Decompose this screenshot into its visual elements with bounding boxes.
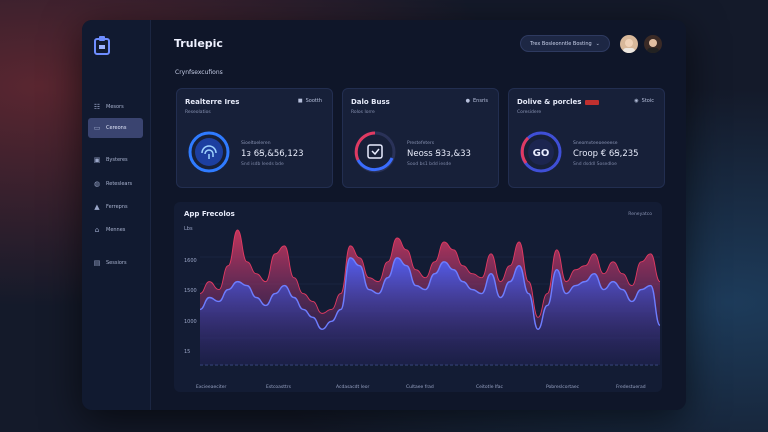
metric-card[interactable]: Dolive & porcles Coresidere ◉ Stoic GO S… bbox=[508, 88, 665, 188]
grid-icon: ☷ bbox=[93, 103, 101, 111]
folder-icon: ▭ bbox=[93, 124, 101, 132]
avatar[interactable] bbox=[620, 35, 638, 53]
value-label: Sneomvteeoeeeese bbox=[573, 141, 618, 146]
page-title: Trulepic bbox=[174, 37, 223, 50]
chevron-down-icon: ⌄ bbox=[595, 40, 600, 47]
y-tick-label: 1500 bbox=[184, 288, 197, 294]
main-area: Trulepic Crynfsexcufions Trex Bosleonntl… bbox=[150, 20, 686, 410]
shield-icon bbox=[354, 131, 396, 173]
user-avatar-icon bbox=[620, 35, 638, 53]
gauge-icon: GO bbox=[520, 131, 562, 173]
sidebar: ☷ Mesors ▭ Cereons ▣ Bysteres ◍ Reteslea… bbox=[82, 20, 151, 410]
svg-text:GO: GO bbox=[533, 148, 550, 159]
avatar[interactable] bbox=[644, 35, 662, 53]
home-icon: ⌂ bbox=[94, 226, 100, 234]
x-tick-label: Pobreslcortaec bbox=[546, 385, 580, 390]
sidebar-item-ferrepns[interactable]: ▲ Ferrepns bbox=[88, 198, 143, 216]
filter-select-label: Trex Bosleonntle Bosting bbox=[530, 40, 592, 47]
card-value: Neoss Ꞩ3ᴈ,&33 bbox=[407, 149, 471, 159]
card-title: Dalo Buss bbox=[351, 98, 390, 106]
y-tick-label: Lbs bbox=[184, 226, 193, 232]
sidebar-item-label: Reteslears bbox=[106, 181, 133, 187]
card-value: 1ᴈ 6Ꞩ,&56,123 bbox=[241, 149, 304, 159]
sidebar-item-label: Ferrepns bbox=[106, 204, 128, 210]
sidebar-item-sessiors[interactable]: ▤ Sessiors bbox=[88, 254, 143, 272]
chart-panel: App Frecolos Reneyatco Lbs 1600 1500 100… bbox=[174, 202, 662, 392]
x-tick-label: Cultaee frad bbox=[406, 385, 434, 390]
chart-legend: Reneyatco bbox=[628, 212, 652, 217]
x-tick-label: Ceitotle Ifac bbox=[476, 385, 504, 390]
clock-icon: ◉ bbox=[634, 98, 639, 104]
layers-icon: ▤ bbox=[93, 259, 101, 267]
app-window: ☷ Mesors ▭ Cereons ▣ Bysteres ◍ Reteslea… bbox=[82, 20, 686, 410]
y-tick-label: 1000 bbox=[184, 319, 197, 325]
card-badge: ● Ensris bbox=[466, 98, 488, 104]
card-badge-label: Sootth bbox=[305, 98, 322, 104]
globe-icon: ◍ bbox=[93, 180, 101, 188]
sidebar-item-mesors[interactable]: ☷ Mesors bbox=[88, 98, 143, 116]
x-tick-label: Acdasacdt leor bbox=[336, 385, 370, 390]
x-tick-label: Excieeaeciter bbox=[196, 385, 227, 390]
sidebar-item-reteslears[interactable]: ◍ Reteslears bbox=[88, 175, 143, 193]
metric-card[interactable]: Realterre Ires Reseolatios ■ Sootth Sioe… bbox=[176, 88, 333, 188]
chart-title: App Frecolos bbox=[184, 210, 235, 218]
card-subtitle: Rolos lorre bbox=[351, 110, 375, 115]
sidebar-item-label: Sessiors bbox=[106, 260, 127, 266]
alert-icon: ▲ bbox=[94, 203, 100, 211]
sidebar-item-bysteres[interactable]: ▣ Bysteres bbox=[88, 151, 143, 169]
value-label: Prestefeters bbox=[407, 141, 435, 146]
chat-icon: ● bbox=[465, 98, 471, 104]
value-subtext: Snd dsddl Sosedloe bbox=[573, 162, 617, 167]
area-chart[interactable] bbox=[200, 220, 660, 380]
card-badge: ◉ Stoic bbox=[634, 98, 654, 104]
sidebar-item-label: Mesors bbox=[106, 104, 124, 110]
card-value: Croop € 6Ꞩ,235 bbox=[573, 149, 639, 159]
app-logo-icon[interactable] bbox=[92, 34, 112, 56]
card-title: Realterre Ires bbox=[185, 98, 240, 106]
card-title-text: Dolive & porcles bbox=[517, 98, 582, 106]
user-avatar-icon bbox=[644, 35, 662, 53]
card-badge-label: Stoic bbox=[641, 98, 654, 104]
y-tick-label: 15 bbox=[184, 349, 191, 355]
sidebar-item-label: Cereons bbox=[106, 125, 127, 131]
metric-card[interactable]: Dalo Buss Rolos lorre ● Ensris Prestefet… bbox=[342, 88, 499, 188]
value-label: Sioeltoeleren bbox=[241, 141, 271, 146]
series-area-1 bbox=[200, 257, 660, 365]
series-line-0[interactable] bbox=[200, 229, 660, 318]
value-subtext: Snd isdb Ieeds bde bbox=[241, 162, 284, 167]
sidebar-item-label: Mennes bbox=[106, 227, 126, 233]
filter-select[interactable]: Trex Bosleonntle Bosting ⌄ bbox=[520, 35, 610, 52]
x-tick-label: Fredestuerad bbox=[616, 385, 646, 390]
card-badge-label: Ensris bbox=[473, 98, 488, 104]
sidebar-item-label: Bysteres bbox=[106, 157, 128, 163]
sidebar-item-cereons[interactable]: ▭ Cereons bbox=[88, 118, 143, 138]
fingerprint-icon bbox=[188, 131, 230, 173]
card-title: Dolive & porcles bbox=[517, 98, 600, 106]
status-flag-icon bbox=[585, 99, 600, 105]
card-subtitle: Coresidere bbox=[517, 110, 542, 115]
x-tick-label: Estcoasttrs bbox=[266, 385, 292, 390]
monitor-icon: ▣ bbox=[93, 156, 101, 164]
value-subtext: Sood bs1 bdd iesde bbox=[407, 162, 452, 167]
section-subtitle: Crynfsexcufions bbox=[175, 69, 223, 76]
card-subtitle: Reseolatios bbox=[185, 110, 211, 115]
card-badge: ■ Sootth bbox=[298, 98, 322, 104]
series-line-1[interactable] bbox=[200, 257, 660, 330]
lock-icon: ■ bbox=[297, 98, 303, 104]
sidebar-item-mennes[interactable]: ⌂ Mennes bbox=[88, 221, 143, 239]
y-tick-label: 1600 bbox=[184, 258, 197, 264]
